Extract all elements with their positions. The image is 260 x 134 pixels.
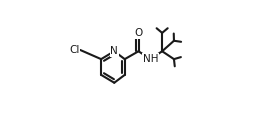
Text: N: N: [110, 46, 118, 56]
Text: NH: NH: [142, 54, 158, 64]
Text: O: O: [134, 28, 143, 38]
Text: Cl: Cl: [69, 45, 80, 55]
